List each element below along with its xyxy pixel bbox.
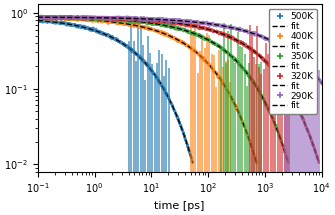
Legend: 500K, fit, 400K, fit, 350K, fit, 320K, fit, 290K, fit: 500K, fit, 400K, fit, 350K, fit, 320K, f… — [269, 9, 317, 114]
X-axis label: time [ps]: time [ps] — [154, 201, 205, 211]
